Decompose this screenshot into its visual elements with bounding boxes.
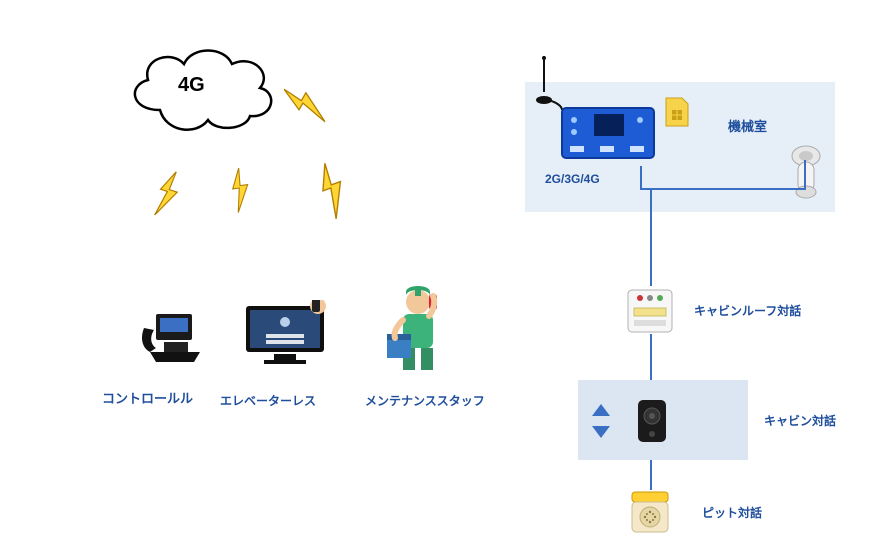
maintenance-staff-icon bbox=[385, 286, 455, 381]
modem-label: 2G/3G/4G bbox=[545, 172, 600, 186]
cabin-roof-intercom-icon bbox=[622, 286, 678, 341]
elevator-arrows-icon bbox=[590, 402, 612, 445]
modem-box-icon bbox=[560, 100, 656, 171]
diagram-stage: 4G コントロールル bbox=[0, 0, 885, 548]
maintenance-staff-label: メンテナンススタッフ bbox=[365, 392, 485, 409]
wire-3 bbox=[804, 160, 806, 190]
wire-4 bbox=[650, 190, 652, 286]
sim-card-icon bbox=[664, 96, 690, 133]
bolt-4 bbox=[310, 157, 359, 228]
pit-label: ピット対話 bbox=[702, 504, 762, 521]
cabin-speaker-icon bbox=[636, 398, 668, 449]
desk-phone-icon bbox=[140, 308, 210, 369]
cloud-label: 4G bbox=[178, 74, 205, 97]
horn-speaker-icon bbox=[784, 142, 828, 211]
wire-2 bbox=[640, 188, 806, 190]
monitor-icon bbox=[240, 300, 330, 375]
cabin-roof-label: キャビンルーフ対話 bbox=[694, 302, 801, 319]
control-room-label: コントロールル bbox=[102, 388, 193, 407]
elevator-less-label: エレベーターレス bbox=[220, 392, 316, 409]
pit-speaker-icon bbox=[628, 490, 672, 541]
cabin-label: キャビン対話 bbox=[764, 412, 836, 429]
machine-room-label: 機械室 bbox=[728, 116, 767, 135]
wire-1 bbox=[640, 166, 642, 190]
bolt-2 bbox=[147, 168, 186, 226]
bolt-1 bbox=[274, 75, 341, 135]
bolt-3 bbox=[226, 164, 255, 222]
